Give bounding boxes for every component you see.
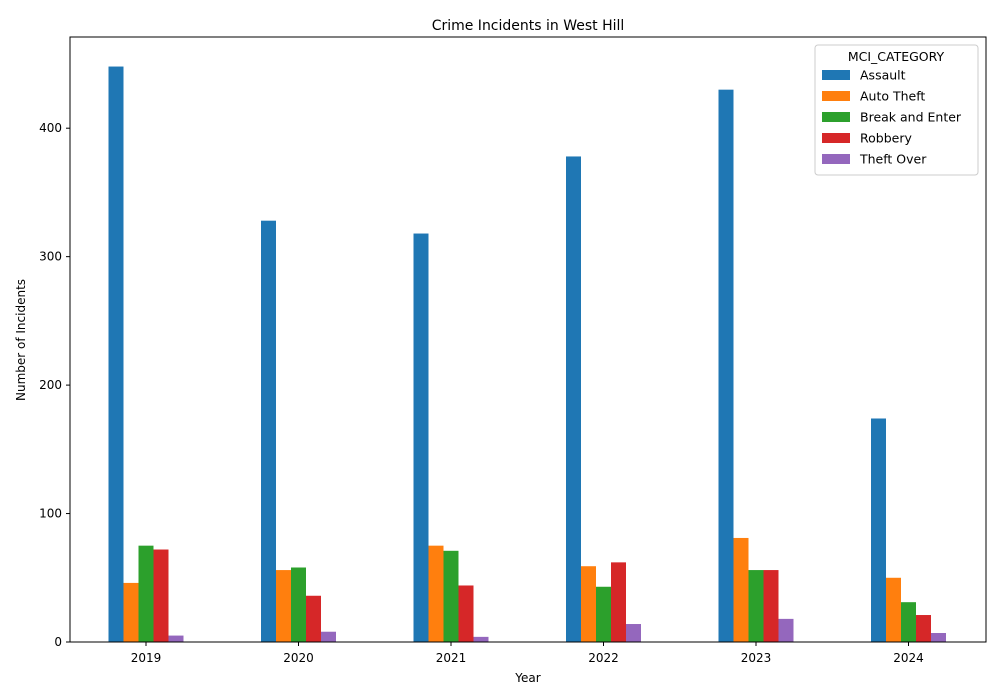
bar-robbery-2020 — [306, 595, 321, 642]
bar-assault-2024 — [871, 418, 886, 642]
bar-theft-over-2024 — [931, 633, 946, 642]
x-tick-label: 2019 — [131, 651, 162, 665]
bar-auto-theft-2022 — [581, 566, 596, 642]
y-tick-label: 100 — [39, 507, 62, 521]
legend: MCI_CATEGORY Assault Auto Theft Break and … — [814, 44, 979, 176]
x-axis-label: Year — [514, 671, 540, 685]
bar-theft-over-2023 — [778, 618, 794, 642]
bar-robbery-2019 — [153, 549, 169, 642]
bar-break-and-enter-2019 — [138, 545, 154, 642]
bar-break-and-enter-2021 — [443, 550, 459, 642]
bar-robbery-2021 — [458, 585, 474, 642]
bar-assault-2021 — [413, 233, 429, 642]
bar-robbery-2023 — [763, 570, 779, 642]
bar-break-and-enter-2022 — [596, 586, 611, 642]
y-axis: 0 100 200 300 400 — [39, 121, 70, 649]
y-tick-label: 400 — [39, 121, 62, 135]
bar-theft-over-2019 — [168, 635, 184, 642]
bar-assault-2022 — [566, 156, 581, 642]
x-axis: 2019 2020 2021 2022 2023 2024 — [131, 642, 924, 665]
chart-title: Crime Incidents in West Hill — [432, 18, 625, 34]
x-tick-label: 2020 — [283, 651, 314, 665]
bar-break-and-enter-2020 — [291, 567, 306, 642]
legend-label: Robbery — [860, 131, 912, 146]
x-tick-label: 2021 — [436, 651, 467, 665]
legend-swatch — [822, 91, 850, 101]
bar-auto-theft-2024 — [886, 577, 901, 642]
y-tick-label: 300 — [39, 250, 62, 264]
bar-auto-theft-2023 — [733, 537, 749, 642]
legend-items: Assault Auto Theft Break and Enter Robbery T… — [822, 68, 962, 167]
legend-box — [814, 44, 979, 176]
x-tick-label: 2024 — [893, 651, 924, 665]
y-tick-label: 0 — [54, 635, 62, 649]
bar-theft-over-2021 — [473, 636, 489, 642]
legend-label: Assault — [860, 68, 906, 83]
bar-assault-2019 — [108, 66, 124, 643]
bar-robbery-2024 — [916, 615, 931, 642]
legend-swatch — [822, 154, 850, 164]
legend-label: Auto Theft — [860, 89, 925, 104]
bar-auto-theft-2020 — [276, 570, 291, 642]
legend-swatch — [822, 70, 850, 80]
plot-frame — [69, 36, 987, 643]
x-tick-label: 2023 — [741, 651, 772, 665]
bar-break-and-enter-2024 — [901, 602, 916, 642]
bar-auto-theft-2021 — [428, 545, 444, 642]
y-tick-label: 200 — [39, 378, 62, 392]
bar-assault-2023 — [718, 89, 734, 642]
legend-label: Theft Over — [859, 152, 927, 167]
legend-label: Break and Enter — [860, 110, 962, 125]
legend-swatch — [822, 112, 850, 122]
bar-theft-over-2020 — [321, 631, 336, 642]
bar-break-and-enter-2023 — [748, 570, 764, 642]
legend-title: MCI_CATEGORY — [848, 49, 945, 64]
bar-auto-theft-2019 — [123, 582, 139, 642]
bar-theft-over-2022 — [626, 624, 641, 642]
y-axis-label: Number of Incidents — [14, 279, 28, 401]
legend-swatch — [822, 133, 850, 143]
bars-layer — [108, 66, 946, 643]
bar-assault-2020 — [261, 220, 276, 642]
x-tick-label: 2022 — [588, 651, 619, 665]
bar-robbery-2022 — [611, 562, 626, 642]
